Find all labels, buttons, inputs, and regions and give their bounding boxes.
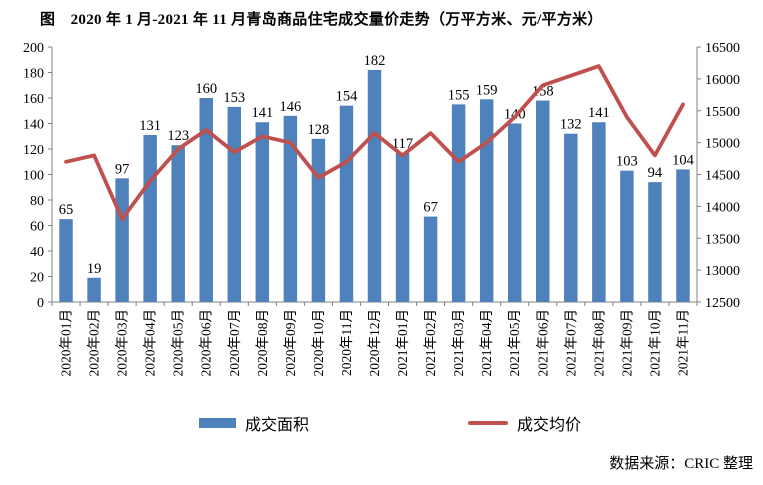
bar bbox=[620, 170, 634, 302]
y-axis-left-tick-label: 140 bbox=[23, 118, 44, 133]
x-axis-label: 2020年11月 bbox=[339, 309, 354, 376]
bar-value-label: 141 bbox=[588, 105, 610, 121]
bar bbox=[283, 115, 298, 302]
bar bbox=[423, 216, 438, 302]
bar bbox=[143, 134, 157, 302]
y-axis-right-tick-label: 14000 bbox=[705, 200, 740, 215]
bar bbox=[451, 104, 466, 302]
legend-price-label: 成交均价 bbox=[517, 417, 582, 434]
bar bbox=[592, 122, 606, 302]
price-series-line-icon bbox=[468, 421, 508, 425]
bar-value-label: 155 bbox=[448, 87, 470, 103]
bar bbox=[115, 178, 129, 302]
bar bbox=[676, 169, 690, 302]
bar bbox=[171, 145, 185, 302]
x-axis-label: 2020年01月 bbox=[59, 309, 74, 377]
bar-value-label: 158 bbox=[532, 84, 554, 100]
y-axis-right-tick-label: 15500 bbox=[705, 105, 740, 120]
bar bbox=[507, 123, 522, 302]
bar-value-label: 159 bbox=[476, 82, 498, 98]
bar bbox=[564, 133, 578, 302]
x-axis-label: 2021年06月 bbox=[535, 309, 550, 377]
x-axis-label: 2020年12月 bbox=[367, 309, 382, 377]
x-axis-label: 2021年10月 bbox=[647, 309, 662, 377]
bar bbox=[367, 69, 382, 302]
legend-area-label: 成交面积 bbox=[245, 417, 310, 434]
bar-value-label: 104 bbox=[672, 152, 695, 168]
y-axis-left-tick-label: 100 bbox=[23, 169, 44, 184]
bar bbox=[311, 138, 326, 302]
y-axis-right-tick-label: 13000 bbox=[705, 264, 740, 279]
bar-value-label: 128 bbox=[308, 122, 330, 138]
y-axis-left-tick-label: 200 bbox=[23, 41, 44, 56]
y-axis-right-tick-label: 16500 bbox=[705, 41, 740, 56]
bar bbox=[536, 100, 550, 302]
bar-value-label: 154 bbox=[336, 89, 359, 105]
bar-value-label: 160 bbox=[195, 81, 217, 97]
area-series-swatch-icon bbox=[199, 418, 236, 428]
bar bbox=[199, 98, 213, 302]
x-axis-label: 2021年08月 bbox=[591, 309, 606, 377]
y-axis-left-tick-label: 20 bbox=[30, 271, 44, 286]
bar-value-label: 65 bbox=[59, 202, 74, 218]
bar bbox=[395, 152, 410, 302]
x-axis-label: 2021年04月 bbox=[479, 309, 494, 377]
bar-value-label: 153 bbox=[223, 90, 245, 106]
bar-value-label: 94 bbox=[648, 165, 663, 181]
bar bbox=[255, 122, 270, 302]
x-axis-label: 2021年01月 bbox=[395, 309, 410, 377]
x-axis-label: 2021年02月 bbox=[423, 309, 438, 377]
x-axis-label: 2020年03月 bbox=[115, 309, 130, 377]
bar-value-label: 97 bbox=[115, 161, 130, 177]
bar-value-label: 131 bbox=[139, 118, 161, 134]
y-axis-left-tick-label: 0 bbox=[37, 296, 44, 311]
bar bbox=[87, 277, 101, 302]
bar-value-label: 19 bbox=[87, 261, 102, 277]
x-axis-label: 2021年05月 bbox=[507, 309, 522, 377]
bar-value-label: 103 bbox=[616, 154, 638, 170]
x-axis-label: 2021年11月 bbox=[675, 309, 690, 376]
bar-value-label: 146 bbox=[279, 99, 301, 115]
x-axis-label: 2020年04月 bbox=[143, 309, 158, 377]
bar-value-label: 141 bbox=[251, 105, 273, 121]
bar bbox=[479, 99, 494, 303]
y-axis-right-tick-label: 15000 bbox=[705, 137, 740, 152]
bar bbox=[227, 106, 242, 302]
x-axis-label: 2020年05月 bbox=[171, 309, 186, 377]
y-axis-left-tick-label: 160 bbox=[23, 92, 44, 107]
y-axis-left-tick-label: 40 bbox=[30, 245, 44, 260]
x-axis-label: 2021年07月 bbox=[563, 309, 578, 377]
legend-item-area: 成交面积 bbox=[199, 414, 310, 434]
legend-item-price: 成交均价 bbox=[468, 414, 582, 434]
bar-value-label: 123 bbox=[167, 128, 189, 144]
x-axis-label: 2020年06月 bbox=[199, 309, 214, 377]
price-line bbox=[64, 64, 685, 222]
y-axis-left-tick-label: 180 bbox=[23, 67, 44, 82]
chart-title: 图 2020 年 1 月-2021 年 11 月青岛商品住宅成交量价走势（万平方… bbox=[40, 12, 603, 28]
bar-value-label: 182 bbox=[364, 53, 386, 69]
x-axis-label: 2020年10月 bbox=[311, 309, 326, 377]
y-axis-right-tick-label: 12500 bbox=[705, 296, 740, 311]
y-axis-right-tick-label: 13500 bbox=[705, 232, 740, 247]
bar bbox=[648, 182, 662, 302]
y-axis-left-tick-label: 60 bbox=[30, 220, 44, 235]
x-axis-label: 2020年09月 bbox=[283, 309, 298, 377]
bar-value-label: 117 bbox=[392, 136, 413, 152]
bar bbox=[59, 219, 73, 302]
y-axis-right-tick-label: 14500 bbox=[705, 169, 740, 184]
x-axis-label: 2021年09月 bbox=[619, 309, 634, 377]
x-axis-label: 2020年02月 bbox=[87, 309, 102, 377]
bar bbox=[339, 105, 354, 303]
x-axis-label: 2020年07月 bbox=[227, 309, 242, 377]
x-axis-label: 2020年08月 bbox=[255, 309, 270, 377]
data-source-note: 数据来源：CRIC 整理 bbox=[609, 456, 753, 472]
y-axis-right-tick-label: 16000 bbox=[705, 73, 740, 88]
y-axis-left-tick-label: 120 bbox=[23, 143, 44, 158]
bar-value-label: 67 bbox=[423, 200, 438, 216]
x-axis-label: 2021年03月 bbox=[451, 309, 466, 377]
bar-value-label: 132 bbox=[560, 117, 582, 133]
y-axis-left-tick-label: 80 bbox=[30, 194, 44, 209]
